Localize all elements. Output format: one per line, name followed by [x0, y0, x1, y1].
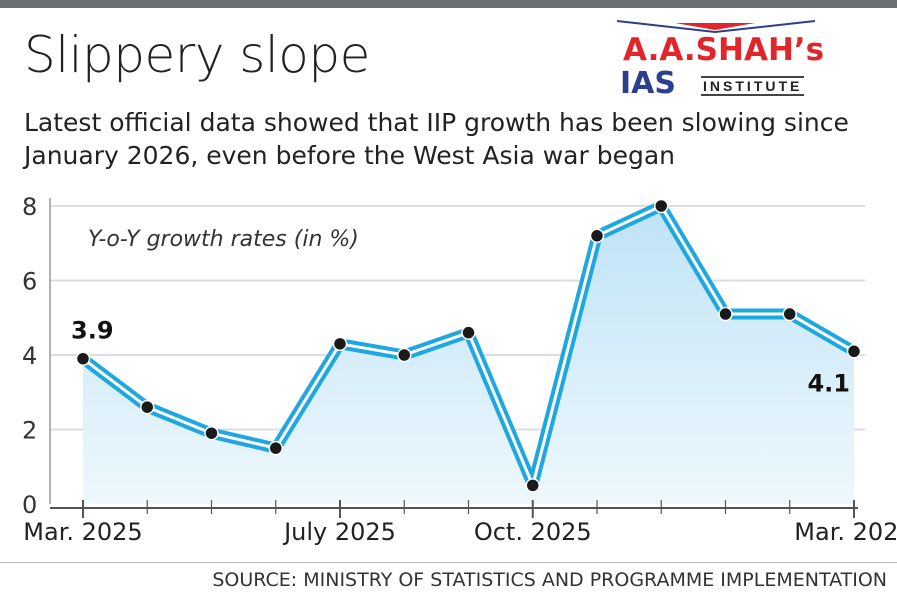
y-tick-label: 0 — [22, 491, 37, 519]
data-point — [589, 228, 605, 244]
logo-line3: INSTITUTE — [701, 76, 805, 96]
data-label: 4.1 — [807, 369, 850, 397]
line-chart: 0 2 4 6 8 Mar. 2025 July 2025 Oct. 2025 Mar. 202… — [22, 193, 897, 546]
data-point — [718, 306, 733, 322]
chart-title: Slippery slope — [24, 26, 370, 84]
data-point — [204, 425, 219, 441]
y-tick-label: 2 — [22, 417, 37, 445]
data-point — [525, 478, 540, 493]
y-axis-note: Y-o-Y growth rates (in %) — [88, 227, 359, 252]
data-point — [461, 325, 476, 340]
data-point — [75, 351, 91, 366]
source-text: SOURCE: MINISTRY OF STATISTICS AND PROGR… — [212, 569, 887, 591]
y-tick-label: 4 — [22, 342, 37, 370]
x-tick-label: Mar. 2025 — [23, 518, 142, 546]
data-point — [140, 399, 155, 415]
chart-subtitle: Latest official data showed that IIP gro… — [24, 108, 849, 170]
data-label: 3.9 — [71, 317, 114, 345]
x-tick-label: July 2025 — [282, 518, 396, 546]
logo: A.A.SHAH’s IAS INSTITUTE — [615, 18, 824, 101]
source-note: SOURCE: MINISTRY OF STATISTICS AND PROGR… — [0, 562, 897, 591]
x-tick-label: Mar. 2026 — [794, 518, 897, 546]
logo-chevron-icon — [616, 20, 816, 34]
logo-line2: IAS — [620, 66, 676, 101]
logo-line1: A.A.SHAH’s — [623, 32, 825, 68]
x-tick-label: Oct. 2025 — [474, 518, 592, 546]
data-point — [268, 440, 283, 456]
data-point — [846, 344, 862, 359]
data-point — [397, 347, 412, 363]
top-bar — [0, 0, 897, 8]
y-tick-label: 6 — [22, 268, 37, 296]
data-point — [654, 198, 669, 214]
data-point — [782, 306, 797, 322]
data-point — [332, 336, 348, 352]
y-tick-label: 8 — [22, 193, 37, 221]
area-fill — [83, 206, 854, 504]
